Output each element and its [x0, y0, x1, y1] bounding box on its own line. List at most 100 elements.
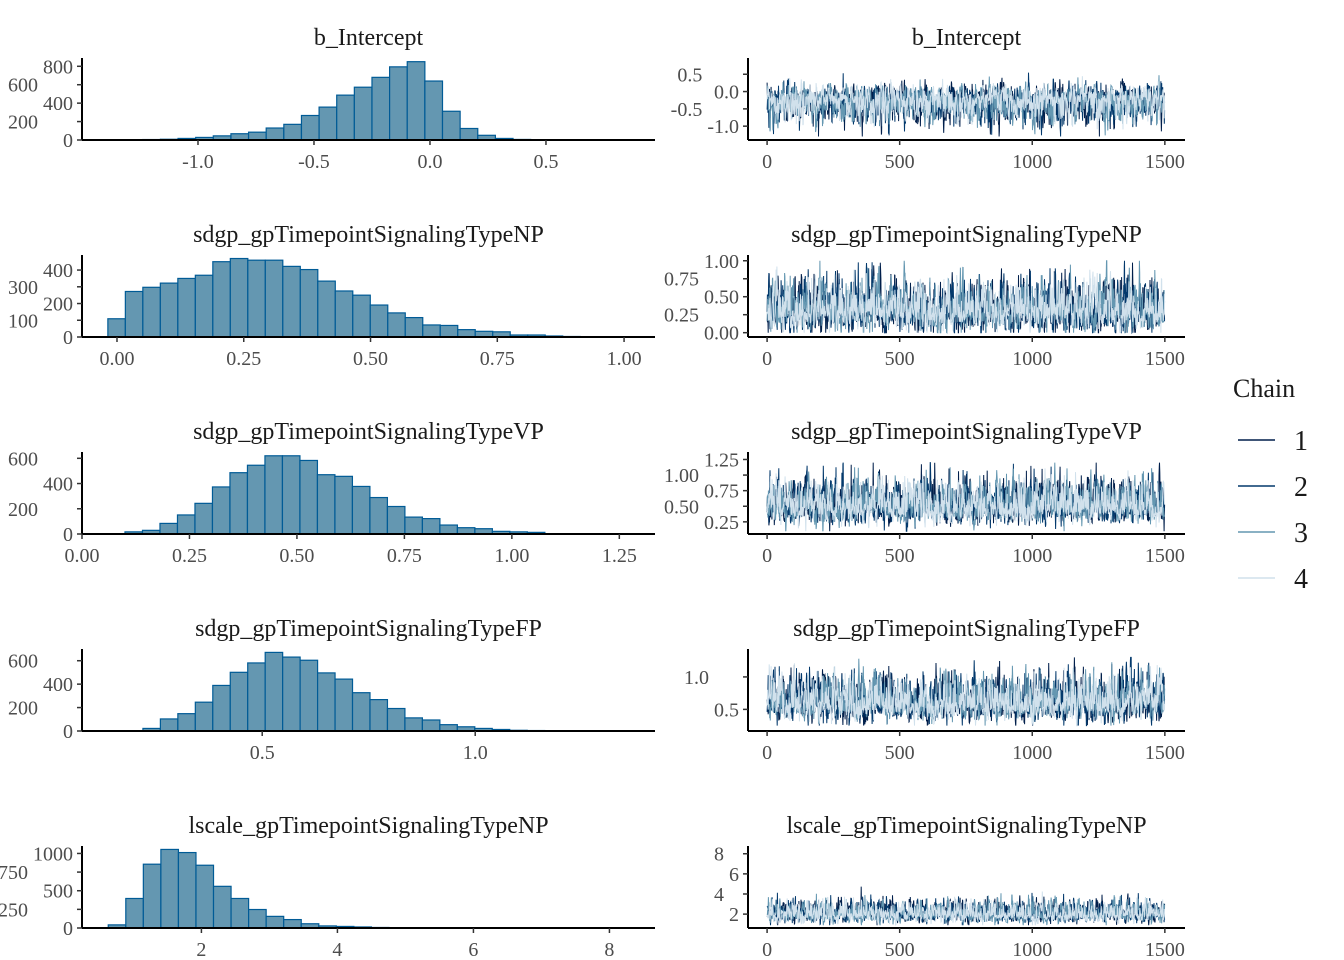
histogram-bar	[229, 472, 249, 535]
histogram-bar	[439, 524, 458, 535]
x-tick-label: 1500	[1145, 939, 1185, 960]
y-tick-label: 0.50	[704, 287, 739, 309]
x-tick-label: 0.25	[226, 348, 261, 370]
histogram-bar	[194, 701, 214, 732]
x-tick-label: 1000	[1012, 151, 1052, 173]
y-tick-label: 0	[63, 327, 73, 349]
panel-title: sdgp_gpTimepointSignalingTypeFP	[195, 616, 542, 642]
histogram-bar	[283, 123, 303, 141]
x-tick-label: 0	[762, 545, 772, 567]
histogram-bar	[248, 908, 267, 929]
histogram-bar	[264, 259, 284, 338]
panel-title: sdgp_gpTimepointSignalingTypeFP	[793, 616, 1140, 642]
x-tick-label: 1000	[1012, 348, 1052, 370]
panel-title: b_Intercept	[314, 25, 424, 51]
histogram-bar	[299, 659, 319, 732]
x-tick-label: 0.75	[480, 348, 515, 370]
y-tick-label: -0.5	[671, 99, 703, 121]
histogram-bar	[318, 106, 338, 141]
histogram-bar	[125, 897, 144, 929]
x-tick-label: 0	[762, 348, 772, 370]
histogram-bar	[177, 713, 196, 732]
histogram-bar	[386, 707, 406, 732]
histogram-bar	[353, 86, 373, 141]
x-tick-label: -0.5	[298, 151, 330, 173]
histogram-bar	[317, 280, 336, 338]
x-tick-label: -1.0	[182, 151, 214, 173]
histogram-bar	[142, 863, 162, 929]
histogram-bar	[439, 324, 459, 338]
y-tick-label: 1000	[33, 843, 73, 865]
y-tick-label: 0	[63, 918, 73, 940]
y-tick-label: 200	[8, 112, 38, 134]
x-tick-label: 0.50	[353, 348, 388, 370]
y-tick-label: 200	[8, 698, 38, 720]
histogram-bar	[211, 486, 231, 535]
histogram-bar	[404, 717, 423, 732]
histogram-bar	[176, 514, 196, 535]
histogram-bar	[230, 897, 250, 929]
histogram-bar	[406, 61, 426, 141]
histogram-bar	[459, 127, 479, 141]
histogram-bar	[264, 651, 284, 732]
histogram-bar	[212, 885, 232, 929]
histogram-bar	[386, 505, 406, 535]
y-tick-label: 600	[8, 448, 38, 470]
trace-line-chain-4	[766, 663, 1166, 727]
x-tick-label: 1000	[1012, 545, 1052, 567]
chain-legend: Chain 1 2 3 4	[1233, 374, 1308, 595]
histogram-bar	[194, 502, 214, 535]
x-tick-label: 1500	[1145, 545, 1185, 567]
histogram-bar	[177, 851, 197, 929]
y-tick-label: 0.5	[677, 64, 702, 86]
histogram-bar	[283, 918, 302, 929]
y-tick-label: 0.0	[714, 82, 739, 104]
histogram-bar	[282, 656, 301, 732]
histogram-bar	[422, 324, 441, 338]
histogram-panel-3: sdgp_gpTimepointSignalingTypeVP 0.00 0.25 0…	[8, 419, 655, 567]
histogram-bar	[421, 719, 441, 732]
histogram-bar	[194, 274, 214, 338]
histogram-bar	[334, 475, 354, 535]
y-tick-label: 400	[43, 474, 73, 496]
y-tick-label: -1.0	[707, 116, 739, 138]
histogram-bar	[441, 110, 461, 141]
y-tick-label: 0	[63, 130, 73, 152]
legend-label: 1	[1294, 426, 1308, 457]
trace-line-chain-4	[766, 76, 1166, 130]
histogram-bar	[247, 131, 267, 141]
y-tick-label: 750	[0, 862, 28, 884]
panel-title: sdgp_gpTimepointSignalingTypeVP	[791, 419, 1142, 445]
panel-title: sdgp_gpTimepointSignalingTypeNP	[193, 222, 544, 248]
histogram-bar	[124, 290, 144, 338]
x-tick-label: 4	[332, 939, 342, 960]
y-tick-label: 0.25	[664, 305, 699, 327]
x-tick-label: 6	[468, 939, 478, 960]
histogram-bar	[281, 455, 301, 535]
x-tick-label: 500	[885, 151, 915, 173]
trace-panel-4: sdgp_gpTimepointSignalingTypeFP 0 500 1000 1…	[684, 616, 1185, 764]
histogram-bar	[316, 672, 336, 732]
y-tick-label: 0.5	[714, 699, 739, 721]
histogram-bar	[177, 277, 196, 338]
y-tick-label: 400	[43, 674, 73, 696]
x-tick-label: 0	[762, 939, 772, 960]
y-tick-label: 0	[63, 721, 73, 743]
x-tick-label: 0.50	[279, 545, 314, 567]
x-tick-label: 0.00	[99, 348, 134, 370]
trace-line-chain-4	[766, 891, 1166, 926]
histogram-bar	[334, 290, 354, 338]
x-tick-label: 500	[885, 939, 915, 960]
histogram-bar	[334, 678, 354, 732]
y-tick-label: 250	[0, 899, 28, 921]
x-tick-label: 1.25	[602, 545, 637, 567]
panel-title: lscale_gpTimepointSignalingTypeNP	[786, 813, 1146, 839]
histogram-bar	[159, 718, 179, 732]
y-tick-label: 200	[43, 294, 73, 316]
y-tick-label: 0	[63, 524, 73, 546]
histogram-bar	[142, 286, 161, 338]
y-tick-label: 800	[43, 56, 73, 78]
histogram-bar	[107, 318, 126, 338]
histogram-bar	[351, 692, 371, 732]
legend-title: Chain	[1233, 374, 1295, 403]
